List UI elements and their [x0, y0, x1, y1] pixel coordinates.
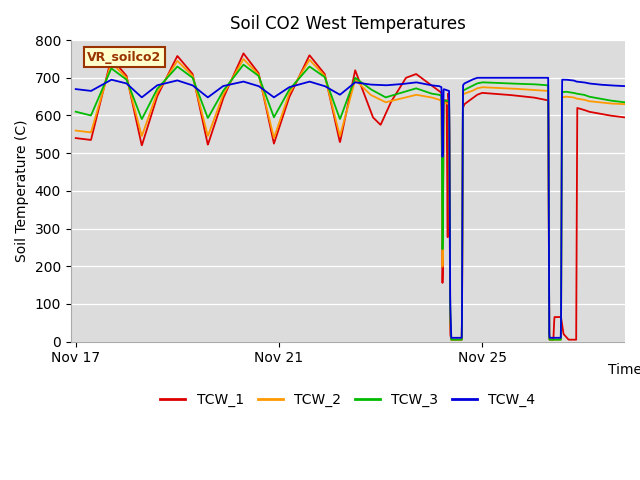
TCW_3: [339, 108, 347, 114]
TCW_3: [239, 62, 247, 68]
TCW_1: [100, 86, 108, 92]
Line: TCW_4: TCW_4: [76, 78, 625, 338]
Title: Soil CO2 West Temperatures: Soil CO2 West Temperatures: [230, 15, 465, 33]
TCW_1: [339, 126, 347, 132]
TCW_2: [605, 100, 613, 106]
TCW_3: [324, 84, 332, 90]
TCW_3: [605, 97, 613, 103]
TCW_1: [324, 87, 332, 93]
Text: VR_soilco2: VR_soilco2: [87, 51, 161, 64]
TCW_3: [100, 83, 108, 89]
TCW_2: [605, 100, 612, 106]
TCW_3: [621, 99, 628, 105]
TCW_4: [447, 335, 455, 341]
TCW_1: [605, 112, 612, 118]
TCW_3: [504, 81, 512, 86]
TCW_2: [324, 87, 332, 93]
Legend: TCW_1, TCW_2, TCW_3, TCW_4: TCW_1, TCW_2, TCW_3, TCW_4: [155, 388, 540, 413]
X-axis label: Time: Time: [607, 363, 640, 377]
TCW_4: [504, 75, 512, 81]
TCW_1: [621, 114, 628, 120]
TCW_1: [504, 92, 512, 98]
TCW_3: [72, 109, 79, 115]
TCW_3: [605, 97, 612, 103]
TCW_4: [100, 81, 108, 87]
TCW_4: [72, 86, 79, 92]
TCW_4: [605, 83, 613, 88]
TCW_4: [474, 75, 481, 81]
TCW_2: [100, 86, 108, 92]
TCW_4: [324, 85, 332, 91]
TCW_4: [339, 90, 346, 96]
TCW_2: [621, 101, 628, 107]
TCW_2: [339, 122, 347, 128]
TCW_2: [504, 85, 512, 91]
TCW_3: [447, 337, 455, 343]
Line: TCW_3: TCW_3: [76, 65, 625, 340]
TCW_1: [239, 50, 247, 56]
TCW_1: [447, 337, 455, 343]
TCW_2: [72, 128, 79, 133]
TCW_1: [605, 113, 613, 119]
Line: TCW_1: TCW_1: [76, 53, 625, 340]
TCW_4: [621, 83, 628, 89]
TCW_2: [447, 337, 455, 343]
TCW_2: [239, 56, 247, 62]
TCW_4: [605, 83, 612, 88]
Y-axis label: Soil Temperature (C): Soil Temperature (C): [15, 120, 29, 262]
TCW_1: [72, 135, 79, 141]
Line: TCW_2: TCW_2: [76, 59, 625, 340]
